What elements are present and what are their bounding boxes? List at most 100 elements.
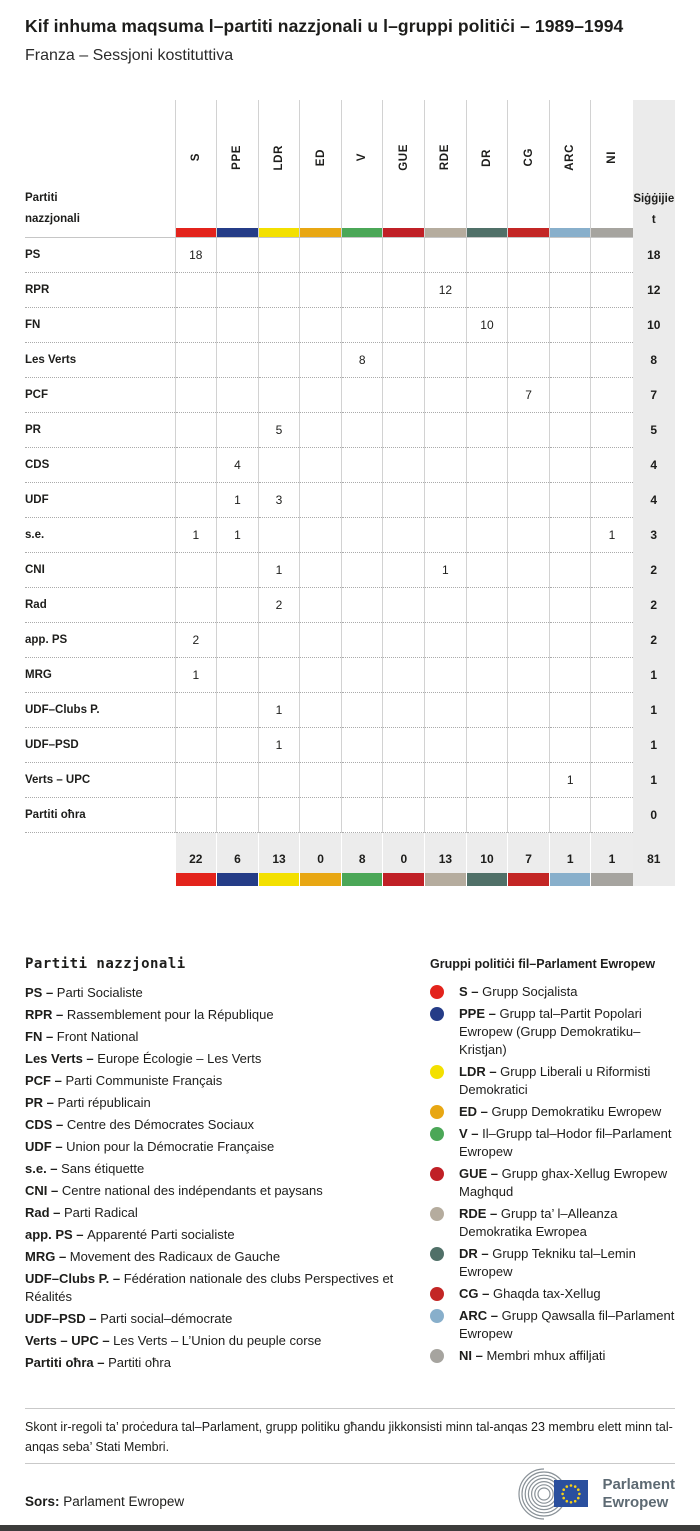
group-header-RDE: RDE [424,100,467,238]
seat-value-cell: 18 [174,237,217,273]
seat-value-cell [382,797,425,833]
group-color-bar [175,228,217,237]
political-groups-list: S – Grupp Socjalista PPE – Grupp tal–Part… [430,983,675,1365]
group-total-cell: 7 [507,832,550,886]
seat-value-cell: 3 [257,482,300,518]
table-row: UDF–PSD 1 1 [25,727,675,763]
european-parliament-logo: Parlament Ewropew [510,1468,675,1520]
group-color-bar [425,228,466,237]
group-color-bar [217,228,258,237]
group-header-ARC: ARC [548,100,591,238]
seat-value-cell [216,552,259,588]
seat-value-cell [299,307,342,343]
national-parties-legend: Partiti nazzjonali PS – Parti Socialiste… [25,956,408,1376]
seat-value-cell [424,657,467,693]
seat-value-cell [340,552,383,588]
group-header-label: S [189,153,202,162]
group-legend-text: V – Il–Grupp tal–Hodor fil–Parlament Ewr… [459,1126,671,1159]
group-total-bar [341,872,383,886]
group-total-bar [217,872,258,886]
seat-value-cell [299,587,342,623]
seat-value-cell [590,272,633,308]
source-line: Sors: Parlament Ewropew [25,1494,184,1509]
seat-value-cell: 1 [174,517,217,553]
group-legend-dot [430,1349,444,1363]
group-legend-item: PPE – Grupp tal–Partit Popolari Ewropew … [430,1005,675,1059]
group-header-label: V [356,153,369,162]
table-row: FN 10 10 [25,307,675,343]
party-legend-abbr: RPR – [25,1007,67,1022]
party-legend-name: Europe Écologie – Les Verts [97,1051,262,1066]
party-legend-name: Parti Radical [64,1205,138,1220]
group-total-bar [300,872,341,886]
party-legend-abbr: UDF – [25,1139,67,1154]
party-label-cell: PCF [25,377,176,413]
seat-value-cell [174,692,217,728]
group-total-value: 1 [608,852,616,867]
seat-value-cell [299,797,342,833]
party-legend-abbr: MRG – [25,1249,70,1264]
seat-value-cell: 5 [257,412,300,448]
group-total-value: 22 [189,852,203,867]
group-legend-abbr: NI – [459,1348,487,1363]
seats-header-cell: Siġġijiet [632,100,675,238]
seat-table-head: Partiti nazzjonali S PPE LDR ED V GUE RDE DR CG AR… [25,100,675,238]
group-total-value: 7 [525,852,532,867]
seat-value-cell [340,762,383,798]
party-label-cell: Verts – UPC [25,762,176,798]
party-legend-item: Les Verts – Europe Écologie – Les Verts [25,1050,408,1068]
seat-value-cell: 1 [257,692,300,728]
seat-value-cell [257,622,300,658]
seat-value-cell [507,517,550,553]
seat-value-cell [548,727,591,763]
bottom-divider-bar [0,1525,700,1531]
party-legend-abbr: Rad – [25,1205,65,1220]
seat-value-cell: 1 [257,552,300,588]
group-legend-text: DR – Grupp Tekniku tal–Lemin Ewropew [459,1246,636,1279]
seat-value-cell [465,727,508,763]
seat-value-cell [216,657,259,693]
seat-value-cell [216,342,259,378]
seat-value-cell [216,727,259,763]
seat-value-cell [257,657,300,693]
seat-value-cell [590,657,633,693]
party-legend-abbr: Les Verts – [25,1051,98,1066]
seat-value-cell [382,482,425,518]
party-legend-item: MRG – Movement des Radicaux de Gauche [25,1248,408,1266]
group-color-bar [508,228,549,237]
party-legend-name: Centre des Démocrates Sociaux [66,1117,255,1132]
group-header-label-wrap: RDE [425,100,466,215]
seat-value-cell [548,412,591,448]
party-legend-abbr: PCF – [25,1073,66,1088]
seat-total-cell: 18 [632,237,675,273]
logo-wordmark: Parlament Ewropew [602,1476,675,1512]
seat-value-cell [382,622,425,658]
party-label-cell: CDS [25,447,176,483]
seat-value-cell [590,377,633,413]
group-legend-name: Grupp Tekniku tal–Lemin Ewropew [459,1246,636,1279]
group-total-cell: 13 [424,832,467,886]
seat-value-cell [257,307,300,343]
seat-total-cell: 1 [632,692,675,728]
group-total-bar [383,872,425,886]
group-legend-dot [430,1105,444,1119]
group-legend-text: NI – Membri mhux affiljati [459,1348,605,1363]
table-row: MRG 1 1 [25,657,675,693]
table-row: Les Verts 8 8 [25,342,675,378]
seat-value-cell: 1 [548,762,591,798]
seat-value-cell [382,552,425,588]
group-color-bar [591,228,633,237]
party-legend-name: Parti républicain [57,1095,151,1110]
seat-value-cell [590,342,633,378]
seat-value-cell [465,692,508,728]
seat-total-cell: 8 [632,342,675,378]
seat-value-cell [590,587,633,623]
group-legend-name: Ghaqda tax-Xellug [492,1286,601,1301]
seat-value-cell [507,692,550,728]
group-legend-text: GUE – Grupp ghax-Xellug Ewropew Maghqud [459,1166,667,1199]
group-legend-abbr: CG – [459,1286,493,1301]
seat-value-cell [424,727,467,763]
hemicycle-flag-icon [518,1468,589,1520]
seat-value-cell [216,797,259,833]
party-legend-abbr: app. PS – [25,1227,88,1242]
